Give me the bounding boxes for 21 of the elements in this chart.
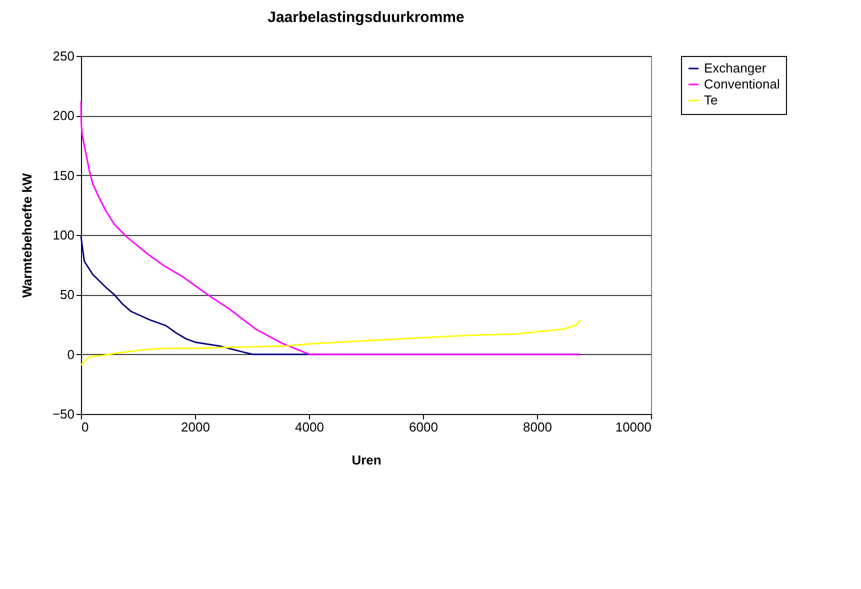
y-tick-label: 100 [52, 228, 74, 242]
line-series [80, 318, 582, 366]
legend-label: Conventional [704, 76, 780, 92]
x-tick-label: 4000 [295, 420, 324, 434]
y-tick-label: 50 [60, 287, 74, 302]
line-series [80, 100, 582, 356]
y-tick-label: 0 [67, 346, 74, 362]
legend-label: Te [704, 92, 718, 108]
y-tick-label: 200 [52, 108, 74, 124]
chart-title: Jaarbelastingsduurkromme [268, 9, 464, 26]
legend-label: Exchanger [704, 60, 767, 76]
y-axis-title: Warmtebehoefte kW [19, 172, 34, 298]
x-tick-label: 6000 [409, 420, 438, 434]
y-tick-label: 250 [52, 48, 74, 64]
x-tick-label: 2000 [181, 420, 210, 434]
x-tick-label: 0 [82, 420, 89, 434]
y-tick-label: −50 [52, 406, 74, 422]
x-tick-label: 10000 [615, 420, 652, 434]
x-tick-label: 8000 [523, 420, 552, 434]
x-axis-title: Uren [352, 452, 382, 468]
y-tick-label: 150 [52, 168, 74, 183]
